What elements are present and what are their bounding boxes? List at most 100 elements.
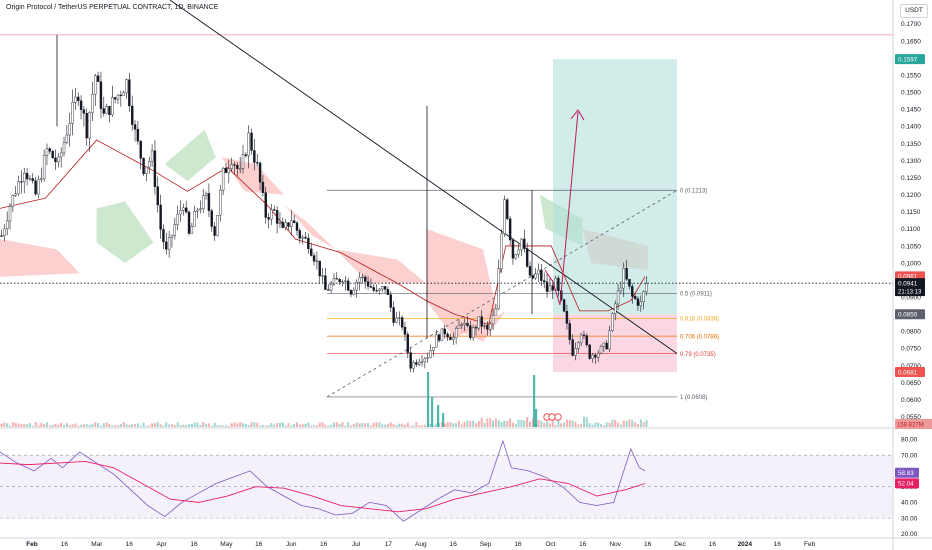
volume-bar [102, 423, 105, 427]
currency-button[interactable]: USDT [900, 4, 928, 18]
volume-bar [500, 421, 503, 427]
price-tick-label: 0.1100 [901, 226, 921, 233]
candle-body [349, 290, 353, 295]
volume-bar [116, 425, 119, 427]
price-tick-label: 0.1450 [901, 107, 921, 114]
candle-body [304, 236, 307, 239]
candle-body [381, 286, 384, 290]
volume-bar [159, 424, 162, 427]
rsi-ma-tag-bg [895, 478, 919, 489]
volume-bar [20, 424, 23, 427]
candle-body [113, 97, 117, 100]
candle-body [176, 213, 179, 225]
candle-body [142, 158, 145, 174]
candle-body [361, 276, 364, 279]
volume-bar [466, 420, 469, 427]
candle-body [474, 327, 478, 329]
volume-bar [276, 423, 279, 427]
candle-body [409, 352, 412, 369]
volume-bar [614, 419, 617, 427]
candle-body [236, 165, 239, 169]
volume-bar [457, 421, 460, 427]
volume-bar [321, 422, 324, 427]
candle-body [423, 358, 427, 363]
price-tick-label: 0.1200 [901, 192, 921, 199]
volume-bar [332, 422, 335, 427]
volume-bar [28, 423, 31, 427]
price-tick-label: 0.1550 [901, 72, 921, 79]
volume-bar [347, 422, 350, 427]
candle-body [327, 289, 330, 291]
candle-body [335, 278, 338, 280]
candle-body [565, 311, 569, 324]
time-tick-label: Jul [352, 541, 361, 548]
candle-body [435, 334, 438, 348]
volume-bar [0, 423, 3, 427]
candle-body [292, 220, 296, 223]
volume-bar [17, 423, 20, 427]
volume-bar [594, 422, 597, 427]
volume-bar [520, 419, 523, 427]
volume-bar [11, 422, 14, 427]
volume-bar [111, 425, 114, 427]
candle-body [585, 335, 589, 346]
volume-bar [412, 425, 415, 427]
candle-body [591, 354, 594, 359]
candle-body [159, 204, 162, 230]
candle-body [11, 195, 15, 207]
volume-bar [273, 424, 276, 427]
candle-body [454, 328, 458, 338]
volume-bar [585, 417, 588, 427]
candle-body [167, 237, 171, 250]
candle-body [543, 280, 546, 283]
volume-bar [131, 424, 134, 427]
candle-body [537, 269, 540, 275]
candle-body [642, 291, 645, 303]
candle-body [511, 239, 515, 259]
candle-body [59, 152, 63, 158]
fib-level-label: 0.79 (0.0735) [680, 352, 716, 358]
volume-bar [176, 422, 179, 427]
volume-bar [574, 421, 577, 427]
candle-body [77, 96, 80, 101]
candle-body [153, 150, 157, 187]
volume-bar [602, 425, 605, 427]
volume-bar [432, 425, 435, 427]
event-icon [548, 413, 556, 421]
candle-body [136, 129, 140, 142]
candle-body [548, 285, 552, 292]
candle-body [20, 181, 23, 183]
volume-bar [210, 425, 213, 427]
candle-body [318, 260, 321, 277]
candle-body [588, 344, 591, 359]
time-tick-label: 16 [255, 541, 263, 548]
volume-bar [227, 425, 230, 427]
candle-body [517, 249, 520, 255]
volume-bar [91, 424, 94, 427]
candle-body [111, 97, 114, 116]
volume-bar [108, 423, 111, 427]
volume-bars [0, 416, 648, 427]
candle-body [244, 154, 248, 156]
rsi-tick-label: 70.00 [901, 452, 918, 459]
price-tag: 0.0961 [898, 274, 918, 281]
volume-bar [568, 420, 571, 427]
candle-body [17, 181, 20, 194]
volume-bar [497, 420, 500, 427]
volume-bar [85, 424, 88, 427]
candle-body [74, 96, 77, 103]
volume-bar [82, 424, 85, 427]
volume-bar [48, 425, 51, 427]
volume-bar [543, 422, 546, 427]
volume-bar [506, 421, 509, 427]
price-tag-bg [895, 309, 925, 320]
candle-body [471, 327, 475, 339]
volume-bar [415, 422, 418, 427]
fib-level-label: 0.618 (0.0838) [680, 317, 719, 323]
candle-body [599, 346, 603, 354]
candle-body [568, 323, 571, 340]
volume-bar [202, 422, 205, 427]
volume-bar [460, 424, 463, 427]
time-tick-label: 16 [320, 541, 328, 548]
